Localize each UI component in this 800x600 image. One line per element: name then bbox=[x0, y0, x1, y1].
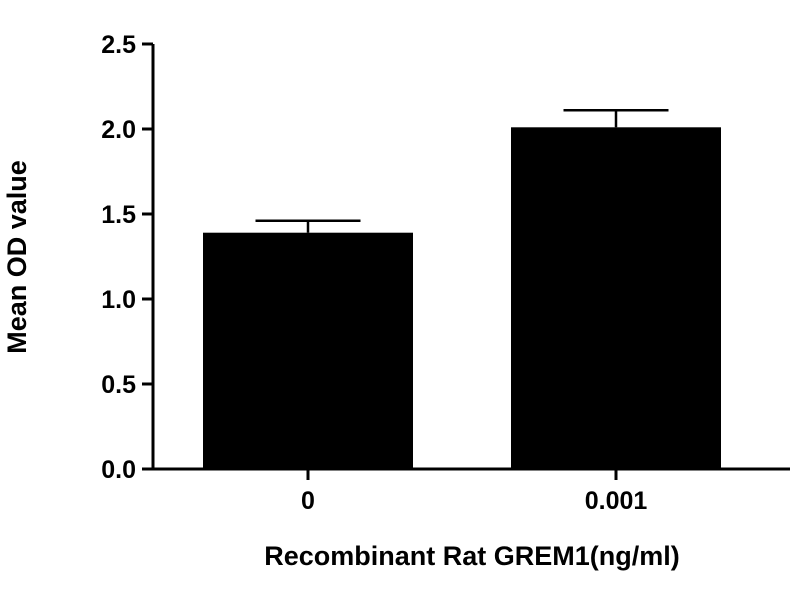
y-tick-label: 0.5 bbox=[101, 371, 136, 399]
y-axis-label: Mean OD value bbox=[2, 160, 32, 354]
y-tick-label: 1.0 bbox=[101, 286, 136, 314]
y-tick-label: 0.0 bbox=[101, 456, 136, 484]
x-tick-label: 0.001 bbox=[585, 487, 648, 515]
bar-0.001 bbox=[511, 127, 721, 470]
y-tick-label: 2.5 bbox=[101, 31, 136, 59]
x-axis-label: Recombinant Rat GREM1(ng/ml) bbox=[264, 541, 680, 571]
y-tick-label: 1.5 bbox=[101, 201, 136, 229]
x-tick-label: 0 bbox=[301, 487, 315, 515]
bar-0 bbox=[203, 232, 413, 469]
y-tick-label: 2.0 bbox=[101, 116, 136, 144]
